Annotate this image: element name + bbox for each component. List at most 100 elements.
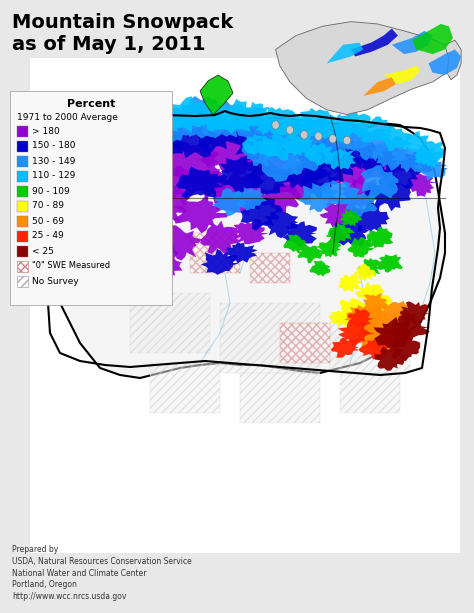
Text: No Survey: No Survey: [32, 276, 79, 286]
Polygon shape: [390, 335, 420, 361]
Circle shape: [272, 121, 279, 129]
Polygon shape: [331, 338, 359, 358]
Polygon shape: [198, 101, 249, 138]
Polygon shape: [280, 158, 322, 189]
Polygon shape: [69, 143, 120, 181]
Polygon shape: [173, 194, 227, 234]
Polygon shape: [345, 128, 396, 161]
Polygon shape: [400, 302, 429, 324]
Polygon shape: [275, 21, 453, 115]
Text: 90 - 109: 90 - 109: [32, 186, 70, 196]
Polygon shape: [225, 113, 292, 162]
Polygon shape: [371, 332, 401, 356]
Bar: [17, 156, 28, 167]
Text: 25 - 49: 25 - 49: [32, 232, 64, 240]
Text: > 180: > 180: [32, 126, 60, 135]
Polygon shape: [144, 128, 185, 161]
Polygon shape: [161, 121, 219, 158]
Text: Prepared by
USDA, Natural Resources Conservation Service
National Water and Clim: Prepared by USDA, Natural Resources Cons…: [12, 545, 192, 601]
Polygon shape: [295, 132, 346, 171]
Polygon shape: [157, 225, 202, 261]
Polygon shape: [297, 244, 322, 263]
Polygon shape: [242, 135, 277, 156]
Polygon shape: [310, 261, 330, 276]
Bar: [330, 313, 410, 373]
Text: 1971 to 2000 Average: 1971 to 2000 Average: [17, 113, 118, 121]
Polygon shape: [392, 31, 433, 54]
Polygon shape: [176, 166, 223, 199]
Polygon shape: [347, 318, 375, 339]
Circle shape: [329, 135, 337, 143]
Polygon shape: [412, 24, 453, 54]
Bar: [17, 126, 28, 137]
Polygon shape: [347, 237, 374, 257]
Polygon shape: [300, 168, 337, 199]
Polygon shape: [398, 131, 432, 154]
Polygon shape: [340, 209, 362, 227]
Polygon shape: [260, 208, 299, 238]
Polygon shape: [318, 239, 341, 257]
Polygon shape: [226, 242, 258, 264]
Polygon shape: [374, 346, 408, 371]
Polygon shape: [406, 173, 438, 197]
Polygon shape: [356, 147, 405, 180]
Polygon shape: [58, 179, 100, 210]
Polygon shape: [316, 113, 354, 142]
Polygon shape: [339, 175, 381, 208]
Polygon shape: [414, 147, 446, 168]
Bar: [280, 323, 330, 363]
Polygon shape: [365, 175, 413, 211]
Polygon shape: [122, 111, 186, 158]
Polygon shape: [201, 221, 241, 255]
Polygon shape: [191, 114, 241, 153]
Polygon shape: [246, 160, 293, 195]
Polygon shape: [355, 282, 383, 303]
Polygon shape: [73, 202, 125, 245]
Text: < 25: < 25: [32, 246, 54, 256]
Polygon shape: [283, 221, 317, 247]
Polygon shape: [358, 258, 381, 276]
Polygon shape: [353, 326, 386, 348]
Polygon shape: [367, 227, 393, 248]
Polygon shape: [366, 293, 392, 313]
Circle shape: [286, 126, 293, 134]
Polygon shape: [414, 141, 445, 162]
Polygon shape: [86, 135, 134, 168]
Polygon shape: [337, 111, 371, 138]
Text: Mountain Snowpack
as of May 1, 2011: Mountain Snowpack as of May 1, 2011: [12, 13, 233, 54]
Polygon shape: [124, 101, 168, 134]
Polygon shape: [391, 313, 430, 343]
Polygon shape: [240, 137, 300, 180]
Polygon shape: [201, 249, 239, 275]
Polygon shape: [30, 58, 460, 553]
Circle shape: [315, 132, 322, 140]
Polygon shape: [401, 149, 438, 175]
Polygon shape: [201, 129, 262, 175]
Polygon shape: [319, 198, 358, 227]
Polygon shape: [378, 327, 406, 349]
Polygon shape: [347, 308, 374, 327]
Polygon shape: [98, 166, 141, 200]
Bar: [17, 275, 28, 286]
Polygon shape: [266, 119, 315, 153]
Polygon shape: [326, 222, 355, 243]
Polygon shape: [330, 156, 372, 190]
Polygon shape: [354, 264, 376, 281]
Polygon shape: [303, 124, 354, 162]
Polygon shape: [357, 116, 393, 143]
Polygon shape: [120, 128, 159, 155]
Polygon shape: [380, 124, 414, 151]
Bar: [250, 253, 290, 283]
Polygon shape: [329, 221, 370, 246]
Polygon shape: [125, 218, 163, 246]
Text: 50 - 69: 50 - 69: [32, 216, 64, 226]
Polygon shape: [211, 188, 251, 216]
Polygon shape: [188, 169, 229, 200]
Polygon shape: [50, 111, 445, 378]
Text: 130 - 149: 130 - 149: [32, 156, 75, 166]
Polygon shape: [294, 108, 338, 139]
Bar: [17, 186, 28, 197]
Bar: [17, 170, 28, 181]
Polygon shape: [343, 192, 377, 217]
Polygon shape: [240, 198, 283, 230]
